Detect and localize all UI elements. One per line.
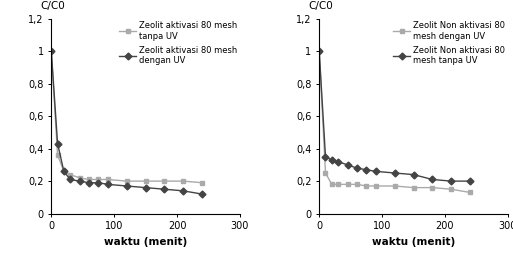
Zeolit aktivasi 80 mesh
tanpa UV — [61, 170, 67, 173]
Zeolit aktivasi 80 mesh
dengan UV — [95, 181, 102, 184]
Zeolit aktivasi 80 mesh
dengan UV — [76, 179, 83, 183]
Zeolit aktivasi 80 mesh
dengan UV — [180, 189, 186, 193]
Zeolit Non aktivasi 80
mesh dengan UV — [354, 183, 360, 186]
Zeolit Non aktivasi 80
mesh dengan UV — [316, 50, 322, 53]
Zeolit aktivasi 80 mesh
dengan UV — [162, 188, 168, 191]
Zeolit aktivasi 80 mesh
dengan UV — [54, 142, 61, 145]
Legend: Zeolit Non aktivasi 80
mesh dengan UV, Zeolit Non aktivasi 80
mesh tanpa UV: Zeolit Non aktivasi 80 mesh dengan UV, Z… — [392, 20, 506, 66]
X-axis label: waktu (menit): waktu (menit) — [372, 237, 455, 247]
Zeolit aktivasi 80 mesh
tanpa UV — [180, 179, 186, 183]
Zeolit aktivasi 80 mesh
dengan UV — [86, 181, 92, 184]
Zeolit Non aktivasi 80
mesh dengan UV — [344, 183, 350, 186]
Zeolit Non aktivasi 80
mesh dengan UV — [391, 184, 398, 188]
Zeolit aktivasi 80 mesh
dengan UV — [199, 193, 205, 196]
Zeolit Non aktivasi 80
mesh tanpa UV — [391, 171, 398, 175]
Text: C/C0: C/C0 — [40, 1, 65, 11]
Zeolit Non aktivasi 80
mesh dengan UV — [335, 183, 341, 186]
Zeolit Non aktivasi 80
mesh tanpa UV — [373, 170, 379, 173]
Zeolit Non aktivasi 80
mesh dengan UV — [467, 191, 473, 194]
Zeolit Non aktivasi 80
mesh tanpa UV — [467, 179, 473, 183]
Zeolit aktivasi 80 mesh
dengan UV — [124, 184, 130, 188]
X-axis label: waktu (menit): waktu (menit) — [104, 237, 187, 247]
Zeolit aktivasi 80 mesh
tanpa UV — [48, 50, 54, 53]
Zeolit aktivasi 80 mesh
dengan UV — [143, 186, 149, 189]
Zeolit Non aktivasi 80
mesh dengan UV — [429, 186, 436, 189]
Zeolit aktivasi 80 mesh
tanpa UV — [86, 178, 92, 181]
Zeolit aktivasi 80 mesh
dengan UV — [48, 50, 54, 53]
Zeolit Non aktivasi 80
mesh tanpa UV — [316, 50, 322, 53]
Zeolit Non aktivasi 80
mesh dengan UV — [363, 184, 369, 188]
Zeolit Non aktivasi 80
mesh dengan UV — [322, 171, 328, 175]
Line: Zeolit Non aktivasi 80
mesh dengan UV: Zeolit Non aktivasi 80 mesh dengan UV — [317, 49, 472, 195]
Zeolit aktivasi 80 mesh
tanpa UV — [95, 178, 102, 181]
Text: C/C0: C/C0 — [308, 1, 332, 11]
Zeolit Non aktivasi 80
mesh tanpa UV — [322, 155, 328, 158]
Zeolit aktivasi 80 mesh
dengan UV — [67, 178, 73, 181]
Zeolit aktivasi 80 mesh
tanpa UV — [54, 154, 61, 157]
Line: Zeolit aktivasi 80 mesh
dengan UV: Zeolit aktivasi 80 mesh dengan UV — [49, 49, 205, 197]
Zeolit Non aktivasi 80
mesh dengan UV — [448, 188, 455, 191]
Zeolit Non aktivasi 80
mesh tanpa UV — [354, 167, 360, 170]
Zeolit Non aktivasi 80
mesh dengan UV — [373, 184, 379, 188]
Zeolit Non aktivasi 80
mesh tanpa UV — [429, 178, 436, 181]
Zeolit Non aktivasi 80
mesh tanpa UV — [329, 158, 335, 162]
Zeolit Non aktivasi 80
mesh tanpa UV — [448, 179, 455, 183]
Legend: Zeolit aktivasi 80 mesh
tanpa UV, Zeolit aktivasi 80 mesh
dengan UV: Zeolit aktivasi 80 mesh tanpa UV, Zeolit… — [119, 20, 239, 66]
Zeolit aktivasi 80 mesh
dengan UV — [105, 183, 111, 186]
Zeolit aktivasi 80 mesh
tanpa UV — [143, 179, 149, 183]
Zeolit Non aktivasi 80
mesh tanpa UV — [410, 173, 417, 176]
Zeolit Non aktivasi 80
mesh dengan UV — [329, 183, 335, 186]
Line: Zeolit Non aktivasi 80
mesh tanpa UV: Zeolit Non aktivasi 80 mesh tanpa UV — [317, 49, 472, 183]
Zeolit aktivasi 80 mesh
tanpa UV — [162, 179, 168, 183]
Zeolit aktivasi 80 mesh
tanpa UV — [199, 181, 205, 184]
Zeolit Non aktivasi 80
mesh tanpa UV — [344, 163, 350, 167]
Line: Zeolit aktivasi 80 mesh
tanpa UV: Zeolit aktivasi 80 mesh tanpa UV — [49, 49, 205, 185]
Zeolit aktivasi 80 mesh
tanpa UV — [67, 173, 73, 176]
Zeolit aktivasi 80 mesh
tanpa UV — [124, 179, 130, 183]
Zeolit aktivasi 80 mesh
tanpa UV — [76, 176, 83, 179]
Zeolit Non aktivasi 80
mesh tanpa UV — [363, 168, 369, 171]
Zeolit Non aktivasi 80
mesh dengan UV — [410, 186, 417, 189]
Zeolit Non aktivasi 80
mesh tanpa UV — [335, 160, 341, 163]
Zeolit aktivasi 80 mesh
tanpa UV — [105, 178, 111, 181]
Zeolit aktivasi 80 mesh
dengan UV — [61, 170, 67, 173]
